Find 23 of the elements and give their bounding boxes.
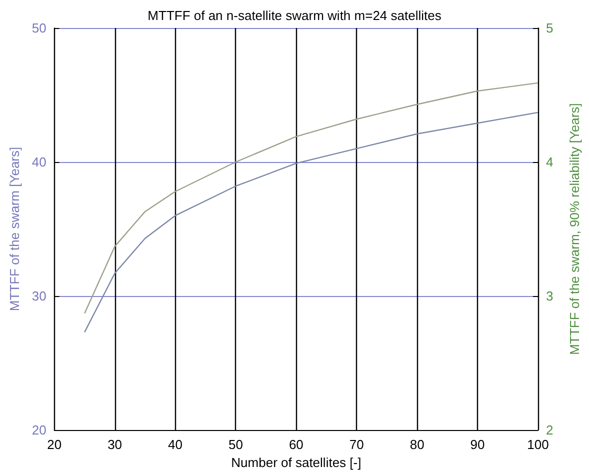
x-tick-label: 40	[168, 437, 183, 452]
y2-axis-title: MTTFF of the swarm, 90% reliability [Years]	[567, 103, 582, 355]
x-tick-label: 20	[47, 437, 62, 452]
x-tick-label: 50	[228, 437, 243, 452]
y-tick-label: 40	[32, 154, 46, 170]
x-tick-label: 70	[349, 437, 364, 452]
x-axis-title: Number of satellites [-]	[231, 455, 362, 470]
y2-tick-label: 5	[546, 20, 554, 36]
y-tick-label: 30	[32, 288, 46, 304]
x-tick-label: 80	[410, 437, 424, 452]
line-series	[84, 112, 539, 333]
x-tick-label: 100	[527, 437, 549, 452]
y2-tick-label: 4	[546, 154, 554, 170]
x-tick-label: 30	[108, 437, 122, 452]
y-axis-title: MTTFF of the swarm [Years]	[7, 146, 22, 312]
x-tick-label: 90	[470, 437, 485, 452]
chart-title: MTTFF of an n-satellite swarm with m=24 satellites	[148, 8, 442, 23]
x-tick-label: 60	[288, 437, 304, 452]
y2-tick-label: 3	[546, 288, 554, 304]
line-series	[84, 82, 539, 314]
y-tick-label: 20	[32, 422, 46, 438]
y-tick-label: 50	[32, 20, 46, 36]
y2-tick-label: 2	[546, 422, 554, 438]
